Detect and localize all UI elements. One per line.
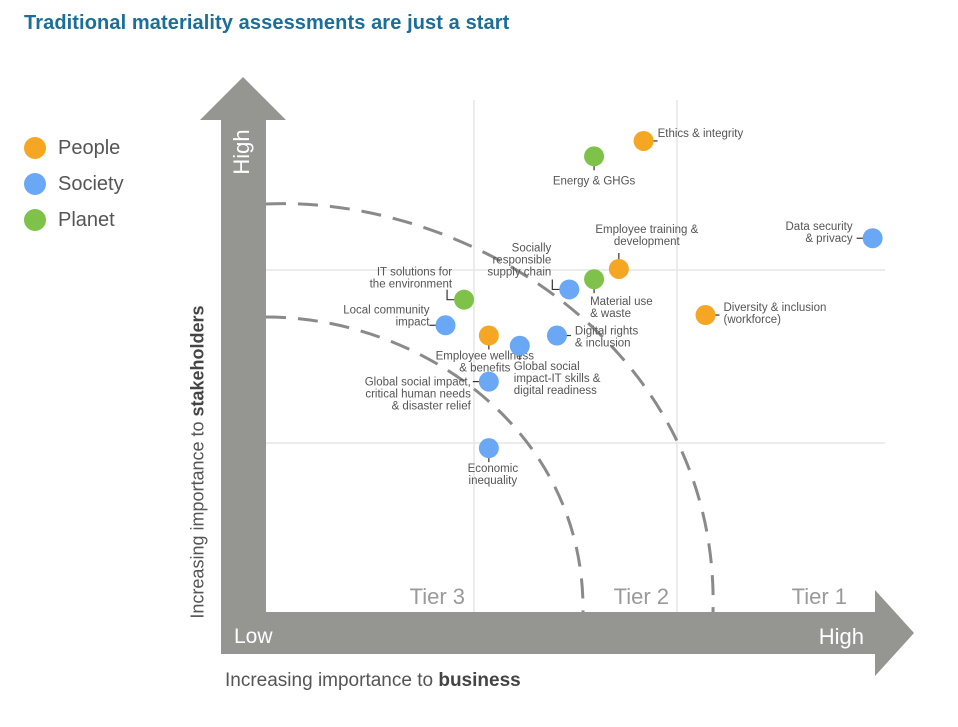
data-point-people [695,305,716,326]
data-point-group: Socially responsible supply chain [487,242,580,300]
data-point-planet [584,146,605,167]
data-point-label: Socially responsible supply chain [487,242,551,278]
data-point-planet [454,289,475,310]
tier-label-1: Tier 1 [792,584,847,609]
y-axis-title-text: Increasing importance to [187,416,208,619]
axes: High Low High [200,77,914,676]
legend-label: Planet [58,208,115,231]
tier-arc-outer [265,202,715,613]
planet-dot-icon [24,209,46,231]
legend-item-society: Society [24,166,124,202]
data-point-society [509,335,530,356]
leader-line [446,289,456,301]
y-axis-arrow [200,77,914,676]
people-dot-icon [24,137,46,159]
data-point-group: Material use & waste [584,269,653,320]
data-point-society [478,438,499,459]
data-point-group: Economic inequality [468,438,519,487]
data-point-label: Material use & waste [590,296,653,320]
data-point-label: Employee training & development [595,224,698,248]
chart-title: Traditional materiality assessments are … [24,12,510,34]
tier-arcs [265,202,715,613]
data-point-label: Global social impact, critical human need… [365,377,472,413]
tier-labels: Tier 3 Tier 2 Tier 1 [410,584,847,609]
data-point-group: Employee wellness & benefits [436,325,535,375]
data-point-label: IT solutions for the environment [370,267,453,291]
data-point-label: Local community impact [343,304,430,328]
legend-label: People [58,136,121,159]
data-point-label: Economic inequality [468,463,519,487]
grid [266,100,885,612]
data-points: Ethics & integrity Energy & GHGs Data secu… [343,128,883,487]
data-point-label: Data security & privacy [786,221,853,245]
data-point-group: Data security & privacy [786,221,883,249]
tier-label-3: Tier 3 [410,584,465,609]
data-point-society [435,315,456,336]
data-point-people [608,258,629,279]
y-axis-high-label: High [229,129,254,174]
data-point-label: Ethics & integrity [658,128,744,140]
data-point-label: Employee wellness & benefits [436,351,535,375]
y-axis-title-bold: stakeholders [187,305,208,417]
x-axis-high-label: High [819,624,864,649]
data-point-label: Diversity & inclusion (workforce) [723,302,826,326]
data-point-group: Global social impact-IT skills & digital r… [509,335,601,397]
data-point-society [862,228,883,249]
data-point-people [633,130,654,151]
data-point-group: Diversity & inclusion (workforce) [695,302,826,326]
x-axis-title: Increasing importance to business [225,670,521,692]
data-point-group: IT solutions for the environment [370,267,475,310]
tier-label-2: Tier 2 [614,584,669,609]
x-axis-title-text: Increasing importance to [225,670,439,691]
tier-arc-inner [265,315,585,613]
data-point-people [478,325,499,346]
data-point-society [478,371,499,392]
legend: People Society Planet [24,130,124,238]
data-point-society [546,325,567,346]
legend-label: Society [58,172,124,195]
data-point-label: Global social impact-IT skills & digital r… [514,361,601,397]
data-point-planet [584,269,605,290]
leader-line [551,279,561,291]
data-point-group: Ethics & integrity [633,128,744,151]
y-axis-title: Increasing importance to stakeholders [188,305,209,618]
x-axis-title-bold: business [438,670,521,691]
legend-item-people: People [24,130,124,166]
data-point-group: Local community impact [343,304,456,336]
data-point-group: Energy & GHGs [553,146,636,187]
society-dot-icon [24,173,46,195]
x-axis-low-label: Low [234,625,273,648]
data-point-group: Digital rights & inclusion [546,325,639,350]
data-point-label: Energy & GHGs [553,175,636,187]
data-point-society [559,279,580,300]
data-point-group: Employee training & development [595,224,699,279]
data-point-group: Global social impact, critical human need… [365,371,499,413]
data-point-label: Digital rights & inclusion [575,326,639,350]
legend-item-planet: Planet [24,202,124,238]
